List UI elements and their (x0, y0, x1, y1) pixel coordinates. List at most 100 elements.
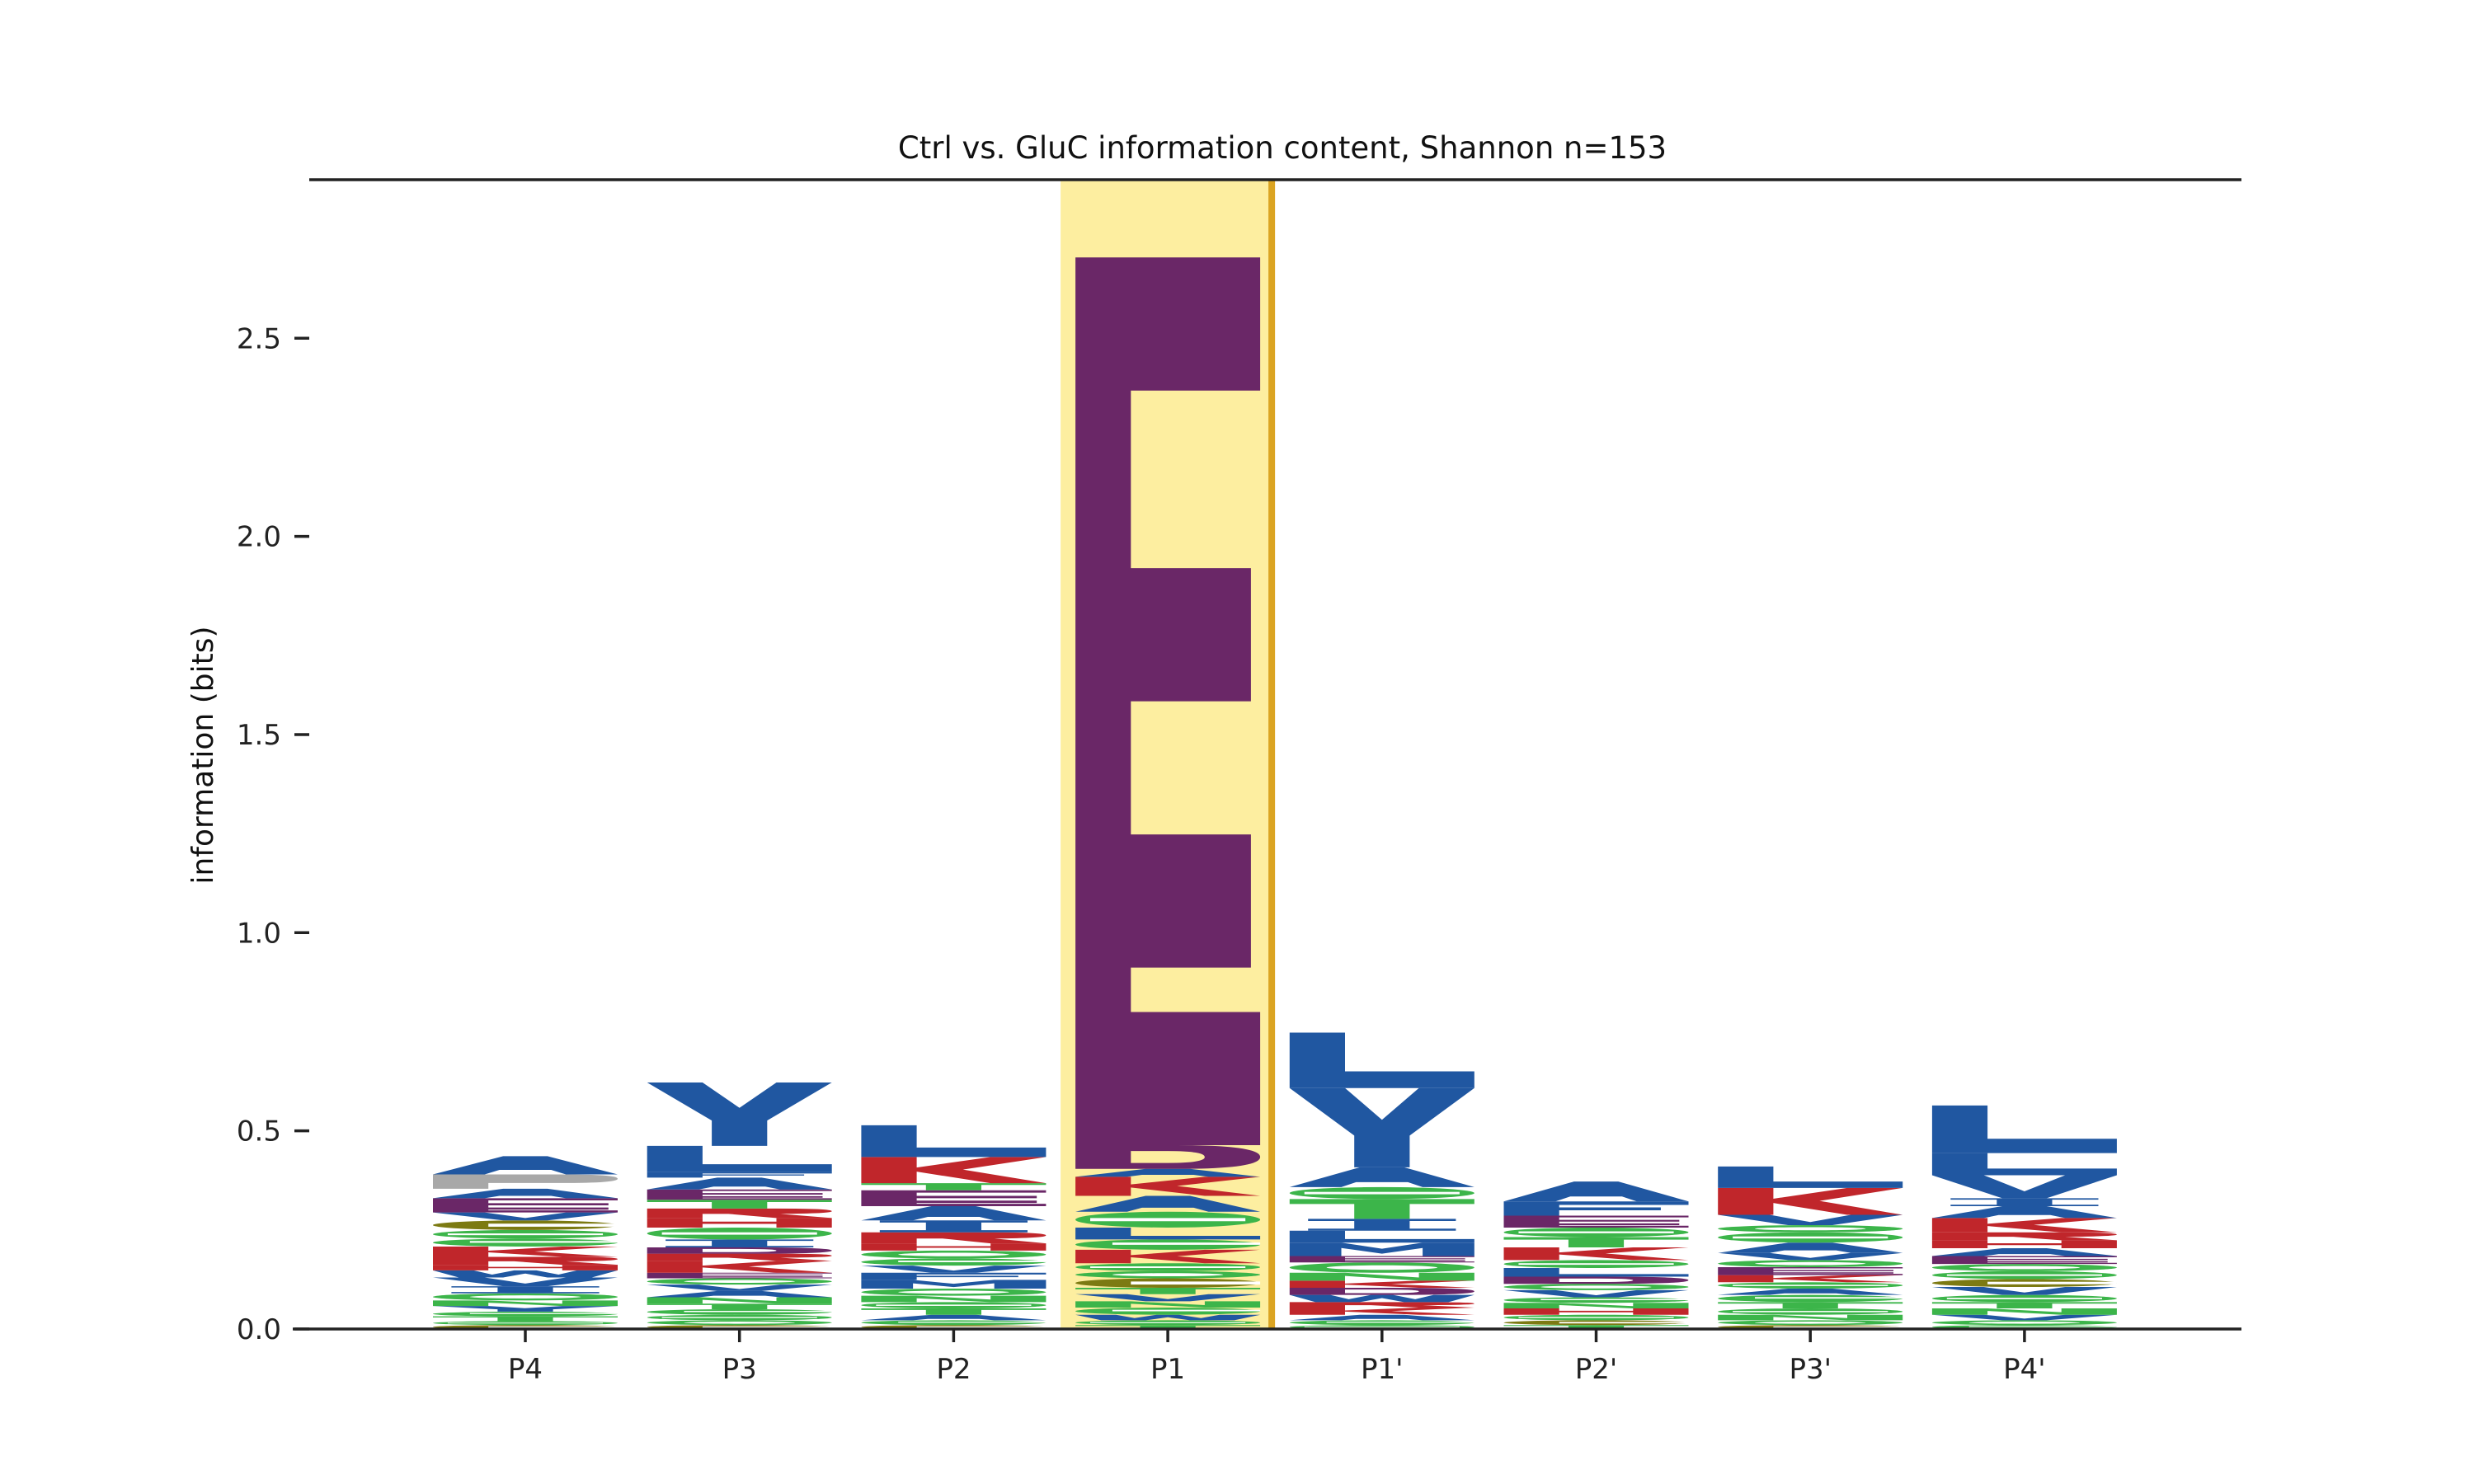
logo-letter-a (1075, 1168, 1261, 1177)
logo-letter-m (1289, 1242, 1475, 1256)
logo-letter-t (1503, 1325, 1689, 1329)
logo-letter-t (647, 1200, 832, 1209)
logo-letter-k (1718, 1187, 1903, 1215)
logo-letter-a (1931, 1205, 2117, 1219)
logo-letter-v (647, 1284, 832, 1291)
logo-letter-g (433, 1238, 618, 1247)
logo-letter-a (1718, 1242, 1903, 1253)
logo-letter-t (1931, 1302, 2117, 1309)
logo-letter-l (1931, 1153, 2117, 1176)
logo-letter-t (861, 1183, 1047, 1190)
logo-letter-s (1503, 1227, 1689, 1237)
logo-letter-k (1718, 1275, 1903, 1283)
logo-letter-e (1289, 1256, 1475, 1263)
logo-letter-g (1718, 1294, 1903, 1303)
logo-letter-l (1075, 1227, 1261, 1240)
logo-letter-t (1075, 1325, 1261, 1329)
logo-letter-c (433, 1220, 618, 1230)
logo-letter-v (1931, 1175, 2117, 1199)
logo-letter-q (1075, 1270, 1261, 1279)
logo-letter-i (1950, 1198, 2099, 1206)
logo-letter-v (1718, 1214, 1903, 1226)
logo-letter-q (1931, 1264, 2117, 1271)
logo-letter-v (861, 1266, 1047, 1273)
logo-letter-g (861, 1258, 1047, 1266)
logo-letter-w (1075, 1314, 1261, 1321)
x-tick-label: P2' (1575, 1353, 1617, 1386)
logo-letter-t (861, 1308, 1047, 1315)
logo-letter-r (861, 1232, 1047, 1244)
logo-letter-t (1075, 1288, 1261, 1294)
y-tick-label: 0.5 (237, 1115, 281, 1148)
logo-letter-h (1503, 1308, 1689, 1315)
chart-title: Ctrl vs. GluC information content, Shann… (898, 130, 1667, 166)
logo-letter-c (1075, 1278, 1261, 1289)
logo-letter-d (647, 1247, 832, 1254)
logo-letter-w (1289, 1294, 1475, 1303)
x-tick-label: P1 (1150, 1353, 1185, 1386)
logo-letter-w (433, 1270, 618, 1278)
logo-letter-n (433, 1300, 618, 1307)
logo-letter-g (1503, 1297, 1689, 1303)
logo-letter-d (1289, 1288, 1475, 1295)
logo-letter-s (1718, 1308, 1903, 1315)
logo-letter-n (1718, 1314, 1903, 1321)
logo-letter-a (1718, 1288, 1903, 1295)
logo-letter-q (1503, 1284, 1689, 1290)
logo-letter-c (1931, 1279, 2117, 1288)
logo-letter-s (861, 1302, 1047, 1309)
x-tick-label: P3' (1789, 1353, 1831, 1386)
logo-letter-f (647, 1172, 832, 1178)
logo-letter-s (647, 1314, 832, 1321)
logo-letter-t (1718, 1302, 1903, 1309)
logo-letter-a (647, 1290, 832, 1298)
logo-letter-r (647, 1208, 832, 1219)
logo-letter-v (1931, 1287, 2117, 1295)
y-tick-label: 1.5 (237, 719, 281, 752)
y-tick-label: 0.0 (237, 1313, 281, 1346)
logo-letter-i (666, 1239, 814, 1247)
logo-letter-g (1075, 1308, 1261, 1315)
logo-letter-r (1289, 1302, 1475, 1308)
logo-letter-k (861, 1157, 1047, 1184)
logo-letter-y (1289, 1087, 1475, 1167)
logo-letter-a (1289, 1314, 1475, 1321)
logo-letter-e (1931, 1256, 2117, 1265)
logo-letter-k (1075, 1176, 1261, 1196)
y-tick-label: 2.0 (237, 521, 281, 554)
logo-letter-r (1931, 1232, 2117, 1241)
logo-letter-d (1075, 1144, 1261, 1169)
logo-letter-t (1289, 1199, 1475, 1219)
logo-letter-i (1308, 1219, 1456, 1231)
logo-letter-l (1931, 1105, 2117, 1153)
logo-letter-q (647, 1278, 832, 1285)
logo-letter-g (1075, 1239, 1261, 1250)
x-tick-label: P1' (1361, 1353, 1403, 1386)
logo-letter-k (433, 1247, 618, 1257)
logo-letter-s (1718, 1232, 1903, 1243)
logo-letter-s (433, 1229, 618, 1239)
logo-letter-a (647, 1177, 832, 1190)
logo-letter-n (861, 1295, 1047, 1303)
logo-letter-g (1289, 1320, 1475, 1326)
logo-letter-n (1289, 1272, 1475, 1281)
logo-letter-n (1503, 1303, 1689, 1309)
logo-letter-k (1503, 1247, 1689, 1261)
logo-letter-e (433, 1198, 618, 1213)
logo-letter-a (433, 1156, 618, 1175)
logo-letter-q (1718, 1320, 1903, 1326)
logo-letter-a (433, 1188, 618, 1199)
logo-letter-v (1075, 1294, 1261, 1302)
logo-letter-a (861, 1314, 1047, 1321)
logo-letter-s (647, 1227, 832, 1240)
x-tick-label: P2 (936, 1353, 971, 1386)
logo-letter-s (1503, 1260, 1689, 1268)
logo-letter-q (1289, 1262, 1475, 1273)
logo-letter-q (1718, 1260, 1903, 1268)
logo-letter-s (1931, 1294, 2117, 1303)
logo-letter-a (1931, 1247, 2117, 1256)
y-tick-label: 1.0 (237, 917, 281, 950)
logo-letter-e (1718, 1267, 1903, 1275)
logo-letter-a (1289, 1167, 1475, 1187)
logo-letter-a (861, 1205, 1047, 1221)
